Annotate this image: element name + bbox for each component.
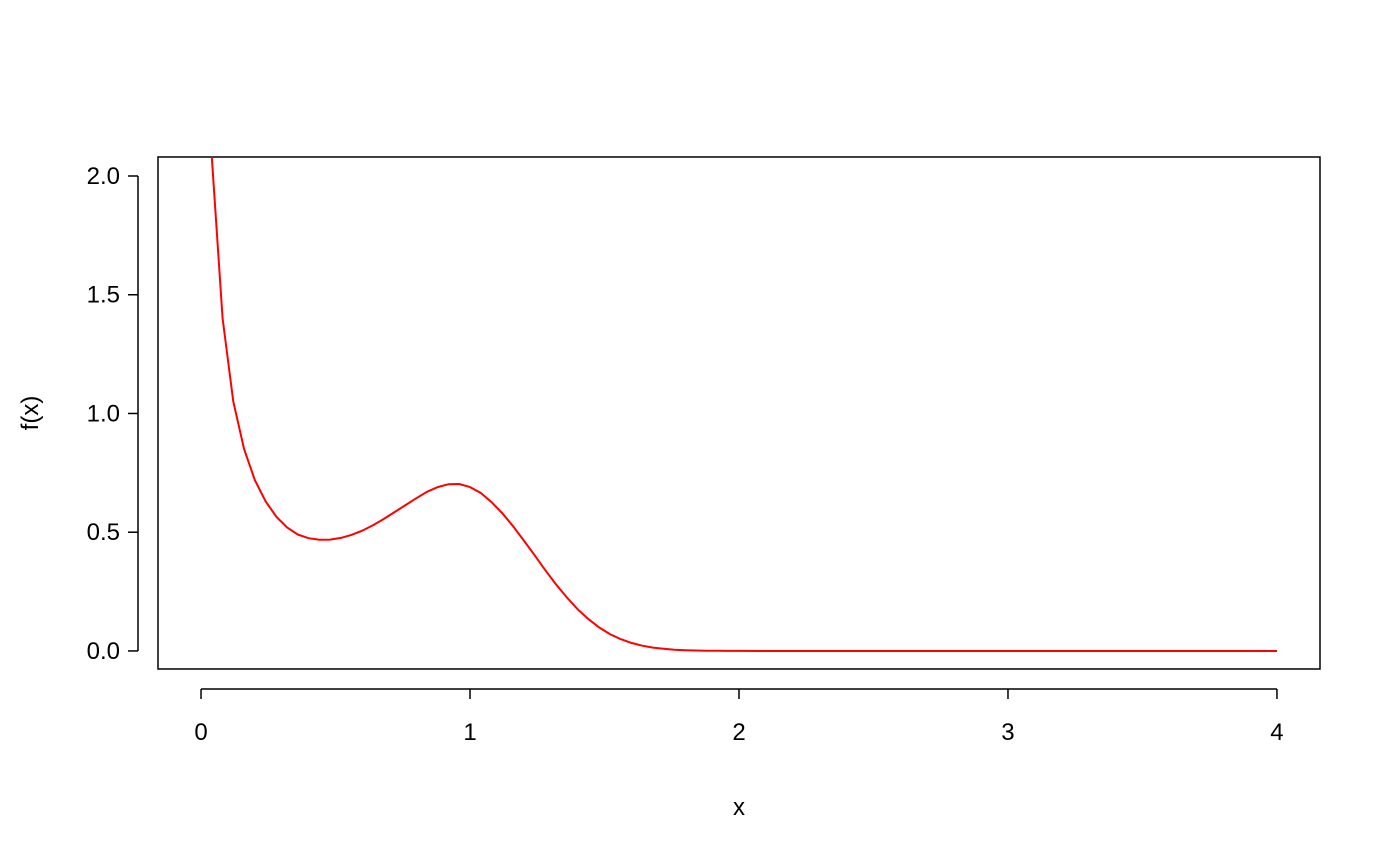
y-axis-title: f(x): [17, 396, 44, 431]
x-axis: 0 1 2 3 4: [194, 688, 1284, 746]
series-line: [210, 157, 1277, 652]
y-tick-label: 0.0: [87, 638, 120, 665]
x-tick-label: 0: [194, 719, 207, 746]
x-tick-label: 4: [1270, 719, 1283, 746]
y-axis: 0.0 0.5 1.0 1.5 2.0: [87, 163, 139, 665]
plot-frame: [157, 156, 1321, 670]
y-tick-label: 1.5: [87, 282, 120, 309]
x-axis-title: x: [733, 794, 745, 821]
x-tick-label: 1: [463, 719, 476, 746]
y-tick-label: 2.0: [87, 163, 120, 190]
y-tick-label: 1.0: [87, 400, 120, 427]
series-layer: [210, 157, 1277, 652]
x-tick-label: 3: [1001, 719, 1014, 746]
y-tick-label: 0.5: [87, 519, 120, 546]
x-tick-label: 2: [732, 719, 745, 746]
